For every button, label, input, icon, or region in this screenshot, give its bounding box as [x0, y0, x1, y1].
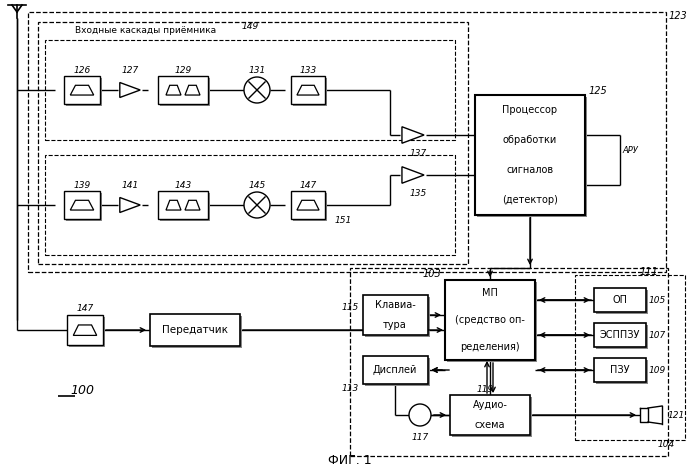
Text: 123: 123: [669, 11, 687, 21]
Text: 145: 145: [248, 181, 265, 189]
Bar: [291, 191, 325, 219]
Bar: [477, 97, 587, 217]
Text: (детектор): (детектор): [502, 195, 558, 205]
Bar: [28, 12, 666, 272]
Text: обработки: обработки: [503, 135, 557, 145]
Text: МП: МП: [482, 288, 498, 298]
Bar: [363, 295, 428, 335]
Text: 105: 105: [649, 295, 666, 304]
Text: ределения): ределения): [460, 342, 520, 352]
Text: 141: 141: [121, 181, 139, 189]
Bar: [66, 78, 102, 106]
Bar: [293, 78, 327, 106]
Text: ПЗУ: ПЗУ: [610, 365, 630, 375]
Text: 107: 107: [649, 331, 666, 340]
Circle shape: [409, 404, 431, 426]
Text: сигналов: сигналов: [506, 165, 554, 175]
Text: Входные каскады приёмника: Входные каскады приёмника: [75, 25, 216, 35]
Polygon shape: [402, 167, 424, 183]
Bar: [596, 360, 648, 384]
Text: 115: 115: [342, 303, 358, 311]
Text: 113: 113: [342, 384, 358, 393]
Text: 143: 143: [174, 181, 192, 189]
Bar: [158, 76, 208, 104]
Text: Клавиа-: Клавиа-: [374, 300, 415, 310]
Text: Процессор: Процессор: [503, 105, 558, 115]
Text: 109: 109: [649, 365, 666, 375]
Bar: [475, 95, 585, 215]
Bar: [293, 193, 327, 221]
Bar: [69, 317, 105, 347]
Text: 117: 117: [412, 432, 428, 441]
Bar: [66, 193, 102, 221]
Text: 137: 137: [410, 149, 426, 158]
Bar: [596, 290, 648, 314]
Bar: [150, 314, 240, 346]
Text: схема: схема: [475, 420, 505, 430]
Text: АРУ: АРУ: [622, 145, 638, 154]
Text: ФИГ. 1: ФИГ. 1: [328, 454, 372, 467]
Bar: [45, 40, 455, 140]
Text: 131: 131: [248, 66, 265, 75]
Bar: [575, 275, 685, 440]
Bar: [350, 268, 668, 456]
Text: ЭСППЗУ: ЭСППЗУ: [600, 330, 640, 340]
Text: 133: 133: [300, 66, 316, 75]
Polygon shape: [402, 127, 424, 143]
Bar: [363, 356, 428, 384]
Bar: [38, 22, 468, 264]
Text: 104: 104: [658, 439, 676, 448]
Bar: [450, 395, 530, 435]
Circle shape: [244, 192, 270, 218]
Text: (средство оп-: (средство оп-: [455, 315, 525, 325]
Bar: [291, 76, 325, 104]
Bar: [64, 191, 100, 219]
Text: 151: 151: [335, 215, 352, 225]
Polygon shape: [120, 83, 140, 98]
Text: 147: 147: [300, 181, 316, 189]
Bar: [67, 315, 103, 345]
Text: Передатчик: Передатчик: [162, 325, 228, 335]
Text: Дисплей: Дисплей: [373, 365, 417, 375]
Text: 125: 125: [589, 86, 608, 96]
Text: 111: 111: [640, 267, 659, 277]
Text: 135: 135: [410, 189, 426, 197]
Bar: [64, 76, 100, 104]
Bar: [594, 323, 646, 347]
Text: Аудио-: Аудио-: [473, 400, 508, 410]
Text: 147: 147: [76, 303, 94, 312]
Bar: [447, 282, 537, 362]
Text: 121: 121: [668, 410, 685, 419]
Bar: [365, 358, 430, 386]
Bar: [365, 297, 430, 337]
Bar: [158, 191, 208, 219]
Polygon shape: [120, 197, 140, 212]
Circle shape: [244, 77, 270, 103]
Text: 126: 126: [74, 66, 90, 75]
Text: ОП: ОП: [612, 295, 627, 305]
Bar: [596, 325, 648, 349]
Text: 139: 139: [74, 181, 90, 189]
Bar: [160, 193, 210, 221]
Text: 100: 100: [70, 384, 94, 396]
Bar: [152, 316, 242, 348]
Text: 103: 103: [422, 269, 441, 279]
Bar: [160, 78, 210, 106]
Bar: [45, 155, 455, 255]
Text: 127: 127: [121, 66, 139, 75]
Bar: [594, 288, 646, 312]
Text: 119: 119: [477, 385, 494, 393]
Text: тура: тура: [383, 320, 407, 330]
Text: 129: 129: [174, 66, 192, 75]
Bar: [445, 280, 535, 360]
Bar: [452, 397, 532, 437]
Bar: [594, 358, 646, 382]
Text: 149: 149: [241, 22, 258, 30]
